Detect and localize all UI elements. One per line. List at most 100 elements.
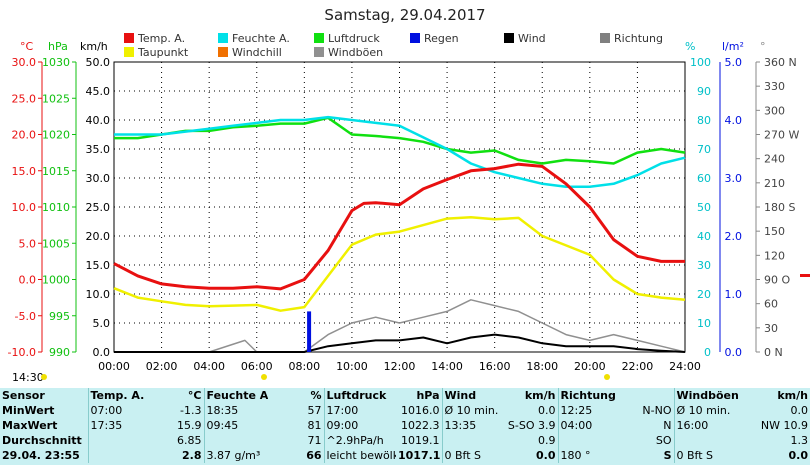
stats-header-temp: Temp. A. bbox=[87, 388, 144, 403]
temp-tick-label: 15.0 bbox=[12, 165, 37, 178]
stats-cell-wind-v: 0.0 bbox=[536, 449, 556, 462]
dir-unit-label: ° bbox=[760, 40, 766, 53]
time-tick-label: 02:00 bbox=[146, 360, 178, 373]
stats-cell-gust-t: 16:00 bbox=[673, 418, 738, 433]
wind-tick-label: 10.0 bbox=[86, 288, 111, 301]
legend-swatch bbox=[504, 33, 514, 43]
stats-cell-temp-v: 2.8 bbox=[182, 449, 202, 462]
press-tick-label: 990 bbox=[49, 346, 70, 359]
stats-cell-hum-t: 3.87 g/m³ bbox=[203, 448, 268, 463]
time-tick-label: 18:00 bbox=[526, 360, 558, 373]
wind-tick-label: 5.0 bbox=[93, 317, 111, 330]
temp-tick-label: 20.0 bbox=[12, 129, 37, 142]
dir-tick-label: 30 bbox=[764, 322, 778, 335]
wind-tick-label: 30.0 bbox=[86, 172, 111, 185]
stats-cell-wind-v: 0.0 bbox=[538, 404, 556, 417]
press-tick-label: 1005 bbox=[42, 237, 70, 250]
stats-header-temp-unit: °C bbox=[187, 389, 202, 402]
legend-swatch bbox=[218, 47, 228, 57]
temp-tick-label: 30.0 bbox=[12, 56, 37, 69]
rain-bar bbox=[307, 311, 312, 352]
stats-cell-dir-v: SO bbox=[655, 434, 672, 447]
stats-cell-hum-v: 57 bbox=[307, 404, 322, 417]
press-tick-label: 995 bbox=[49, 310, 70, 323]
stats-cell-press-v: 1016.0 bbox=[401, 404, 440, 417]
press-tick-label: 1015 bbox=[42, 165, 70, 178]
hum-tick-label: 100 bbox=[690, 56, 711, 69]
legend-label: Regen bbox=[424, 32, 459, 45]
wind-tick-label: 15.0 bbox=[86, 259, 111, 272]
chart-title: Samstag, 29.04.2017 bbox=[324, 6, 486, 24]
stats-header-gust-unit: km/h bbox=[777, 389, 808, 402]
stats-cell-temp-t: 07:00 bbox=[87, 403, 144, 418]
stats-cell-hum-v: 81 bbox=[307, 419, 322, 432]
legend-swatch bbox=[314, 33, 324, 43]
stats-cell-dir-t bbox=[557, 433, 630, 448]
stats-cell-gust-t: 0 Bft S bbox=[673, 448, 738, 463]
series-line-temp-a- bbox=[113, 162, 685, 291]
legend-swatch bbox=[314, 47, 324, 57]
statistics-table: Sensor Temp. A. °C Feuchte A. % Luftdruc… bbox=[0, 388, 810, 465]
stats-cell-temp-t: 17:35 bbox=[87, 418, 144, 433]
wind-tick-label: 20.0 bbox=[86, 230, 111, 243]
dir-tick-label: 360 N bbox=[764, 56, 797, 69]
stats-cell-press-t: 17:00 bbox=[323, 403, 396, 418]
stats-cell-gust-v: 1.3 bbox=[790, 434, 809, 447]
stats-cell-hum-v: 66 bbox=[306, 449, 322, 462]
dir-tick-label: 90 O bbox=[764, 274, 790, 287]
time-tick-label: 22:00 bbox=[622, 360, 654, 373]
series-line-feuchte-a- bbox=[114, 115, 686, 188]
rain-tick-label: 4.0 bbox=[725, 114, 743, 127]
rain-tick-label: 3.0 bbox=[725, 172, 743, 185]
dir-tick-label: 60 bbox=[764, 298, 778, 311]
legend-label: Wind bbox=[518, 32, 546, 45]
stats-header-dir: Richtung bbox=[557, 388, 630, 403]
dir-tick-label: 150 bbox=[764, 225, 785, 238]
sunrise-icon bbox=[261, 374, 267, 380]
temp-tick-label: -5.0 bbox=[15, 310, 36, 323]
temp-tick-label: 5.0 bbox=[19, 237, 37, 250]
wind-tick-label: 0.0 bbox=[93, 346, 111, 359]
legend-swatch bbox=[600, 33, 610, 43]
stats-header-wind: Wind bbox=[441, 388, 498, 403]
stats-row: 29.04. 23:55 2.8 3.87 g/m³ 66 leicht bewölkt… bbox=[0, 448, 810, 463]
stats-cell-press-t: 09:00 bbox=[323, 418, 396, 433]
temp-unit-label: °C bbox=[20, 40, 34, 53]
stats-row: MinWert 07:00 -1.3 18:35 57 17:00 1016.0 Ø 10 m… bbox=[0, 403, 810, 418]
stats-cell-dir-t: 180 ° bbox=[557, 448, 630, 463]
hum-tick-label: 0 bbox=[704, 346, 711, 359]
rain-tick-label: 5.0 bbox=[725, 56, 743, 69]
current-temp-marker bbox=[800, 274, 810, 277]
legend-label: Richtung bbox=[614, 32, 663, 45]
stats-cell-press-v: 1022.3 bbox=[401, 419, 440, 432]
hum-tick-label: 90 bbox=[697, 85, 711, 98]
stats-header-row: Sensor Temp. A. °C Feuchte A. % Luftdruc… bbox=[0, 388, 810, 403]
stats-cell-hum-t: 18:35 bbox=[203, 403, 268, 418]
sunrise-time-label: 14:30 bbox=[12, 371, 44, 384]
wind-tick-label: 35.0 bbox=[86, 143, 111, 156]
stats-cell-gust-v: 0.0 bbox=[788, 449, 809, 462]
hum-tick-label: 70 bbox=[697, 143, 711, 156]
dir-tick-label: 0 N bbox=[764, 346, 783, 359]
press-tick-label: 1025 bbox=[42, 92, 70, 105]
stats-cell-wind-t: Ø 10 min. bbox=[441, 403, 498, 418]
dir-tick-label: 240 bbox=[764, 153, 785, 166]
stats-cell-hum-t bbox=[203, 433, 268, 448]
stats-cell-gust-t bbox=[673, 433, 738, 448]
time-tick-label: 12:00 bbox=[384, 360, 416, 373]
stats-cell-hum-v: 71 bbox=[307, 434, 322, 447]
time-tick-label: 20:00 bbox=[574, 360, 606, 373]
temp-tick-label: 10.0 bbox=[12, 201, 37, 214]
hum-tick-label: 30 bbox=[697, 259, 711, 272]
stats-cell-temp-v: 6.85 bbox=[177, 434, 202, 447]
stats-cell-dir-v: N bbox=[663, 419, 672, 432]
stats-cell-press-t: ^2.9hPa/h bbox=[323, 433, 396, 448]
stats-cell-wind-t: 13:35 bbox=[441, 418, 498, 433]
time-tick-label: 06:00 bbox=[241, 360, 273, 373]
stats-header-hum-unit: % bbox=[310, 389, 322, 402]
time-tick-label: 24:00 bbox=[669, 360, 701, 373]
hum-tick-label: 80 bbox=[697, 114, 711, 127]
wind-tick-label: 25.0 bbox=[86, 201, 111, 214]
stats-cell-wind-t: 0 Bft S bbox=[441, 448, 498, 463]
temp-tick-label: 0.0 bbox=[19, 274, 37, 287]
